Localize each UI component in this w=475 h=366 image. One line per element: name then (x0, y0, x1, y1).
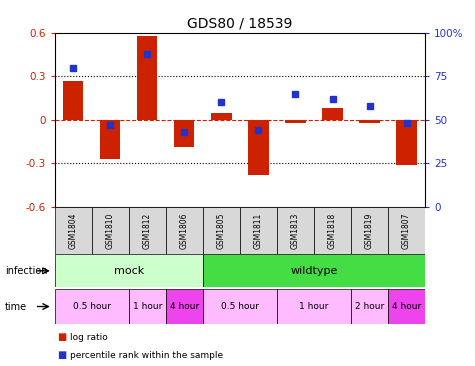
Text: infection: infection (5, 266, 47, 276)
Bar (397, 120, 417, 165)
Bar (351, 207, 388, 254)
Text: GSM1811: GSM1811 (254, 212, 263, 249)
Bar (203, 207, 240, 254)
Text: GSM1819: GSM1819 (365, 212, 374, 249)
Bar (55, 289, 129, 324)
Text: 4 hour: 4 hour (392, 302, 421, 311)
Bar (388, 289, 425, 324)
Text: 2 hour: 2 hour (355, 302, 384, 311)
Bar (203, 254, 425, 287)
Bar (100, 120, 120, 159)
Bar (166, 207, 203, 254)
Bar (203, 289, 277, 324)
Bar (174, 120, 194, 147)
Text: wildtype: wildtype (290, 266, 338, 276)
Text: 1 hour: 1 hour (133, 302, 162, 311)
Text: GSM1805: GSM1805 (217, 212, 226, 249)
Text: GSM1810: GSM1810 (106, 212, 114, 249)
Text: 1 hour: 1 hour (299, 302, 329, 311)
Bar (166, 289, 203, 324)
Bar (137, 36, 157, 120)
Text: 0.5 hour: 0.5 hour (73, 302, 111, 311)
Text: 4 hour: 4 hour (170, 302, 199, 311)
Text: GSM1812: GSM1812 (143, 212, 152, 249)
Text: ■: ■ (57, 332, 66, 343)
Bar (55, 207, 92, 254)
Bar (55, 254, 203, 287)
Text: GSM1806: GSM1806 (180, 212, 189, 249)
Text: time: time (5, 302, 27, 311)
Text: log ratio: log ratio (70, 333, 107, 342)
Text: GSM1818: GSM1818 (328, 212, 337, 249)
Text: GSM1804: GSM1804 (69, 212, 77, 249)
Bar (129, 289, 166, 324)
Bar (129, 207, 166, 254)
Text: ■: ■ (57, 350, 66, 360)
Text: GSM1807: GSM1807 (402, 212, 411, 249)
Text: 0.5 hour: 0.5 hour (221, 302, 259, 311)
Text: percentile rank within the sample: percentile rank within the sample (70, 351, 223, 359)
Bar (240, 207, 277, 254)
Bar (63, 81, 83, 120)
Bar (277, 289, 351, 324)
Text: mock: mock (114, 266, 144, 276)
Bar (92, 207, 129, 254)
Bar (360, 120, 380, 123)
Title: GDS80 / 18539: GDS80 / 18539 (187, 16, 293, 30)
Bar (388, 207, 425, 254)
Bar (314, 207, 351, 254)
Bar (248, 120, 268, 175)
Bar (277, 207, 314, 254)
Bar (351, 289, 388, 324)
Bar (323, 108, 342, 120)
Bar (285, 120, 305, 123)
Text: GSM1813: GSM1813 (291, 212, 300, 249)
Bar (211, 113, 231, 120)
